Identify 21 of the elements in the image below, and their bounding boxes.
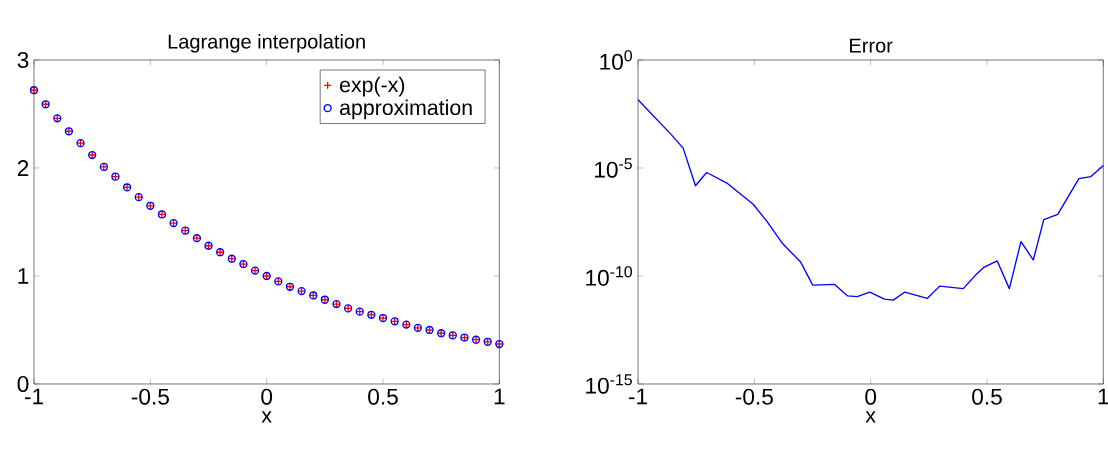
y-tick-label: 10$^{0}$: [600, 50, 632, 70]
chart-title: Lagrange interpolation: [168, 33, 365, 53]
y-tick-label: 10$^{-10}$: [586, 266, 632, 286]
x-tick-label: 1: [1098, 388, 1108, 405]
x-tick-label: 0: [261, 388, 273, 405]
x-axis-title: x: [261, 411, 272, 423]
line-series: [637, 99, 1104, 301]
y-tick-label: 3: [17, 51, 29, 69]
y-tick-label: 1: [18, 268, 29, 284]
legend-label: exp(-x): [340, 76, 405, 97]
x-tick-label: 0: [865, 388, 877, 405]
y-tick-label: 2: [17, 160, 29, 176]
y-tick-label: 10$^{-5}$: [595, 158, 632, 178]
x-tick-label: -0.5: [735, 388, 773, 405]
chart-title: Error: [850, 38, 893, 53]
legend-label: approximation: [340, 99, 472, 120]
x-tick-label: 0.5: [972, 388, 1002, 405]
x-tick-label: 1: [494, 388, 505, 405]
x-tick-label: 0.5: [368, 388, 398, 405]
x-axis-title: x: [865, 411, 876, 423]
x-tick-label: -0.5: [131, 388, 169, 405]
